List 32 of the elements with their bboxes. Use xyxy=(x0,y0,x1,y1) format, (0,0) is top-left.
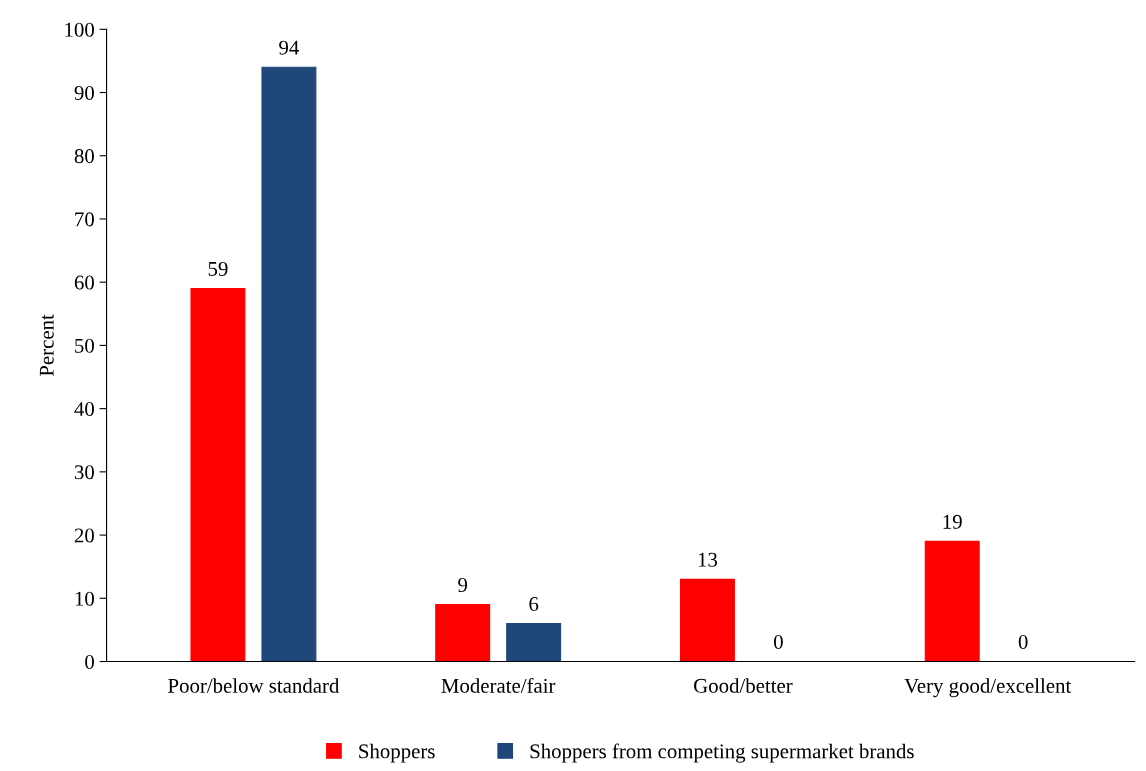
legend-label: Shoppers from competing supermarket brands xyxy=(530,743,914,763)
bar xyxy=(435,604,491,662)
bar xyxy=(506,623,562,662)
y-tick-label: 50 xyxy=(75,338,94,353)
x-tick-label: Good/better xyxy=(694,678,793,693)
bar xyxy=(679,578,735,662)
y-tick-label: 80 xyxy=(74,149,94,164)
bar xyxy=(924,540,980,662)
y-tick-label: 30 xyxy=(74,465,94,480)
y-tick-label: 100 xyxy=(65,22,94,37)
data-label: 19 xyxy=(943,514,962,529)
y-tick-label: 70 xyxy=(75,212,94,227)
y-tick-label: 20 xyxy=(74,528,94,543)
legend-label: Shoppers xyxy=(359,743,435,763)
data-label: 59 xyxy=(208,261,228,276)
x-tick-label: Very good/excellent xyxy=(904,678,1072,698)
data-label: 6 xyxy=(529,597,539,612)
bar xyxy=(190,287,246,662)
y-tick-label: 0 xyxy=(85,654,94,669)
data-label: 0 xyxy=(1018,634,1028,649)
data-label: 0 xyxy=(774,634,783,649)
bar xyxy=(261,66,317,662)
y-tick-label: 10 xyxy=(75,591,94,606)
data-label: 94 xyxy=(279,40,300,55)
y-axis-title: Percent xyxy=(39,314,54,377)
y-tick-label: 40 xyxy=(74,402,94,417)
x-tick-label: Poor/below standard xyxy=(168,678,340,693)
y-tick-label: 90 xyxy=(74,85,94,100)
y-tick-label: 60 xyxy=(74,275,94,290)
data-label: 13 xyxy=(698,552,718,567)
data-label: 9 xyxy=(458,578,468,593)
x-tick-label: Moderate/fair xyxy=(441,677,556,693)
